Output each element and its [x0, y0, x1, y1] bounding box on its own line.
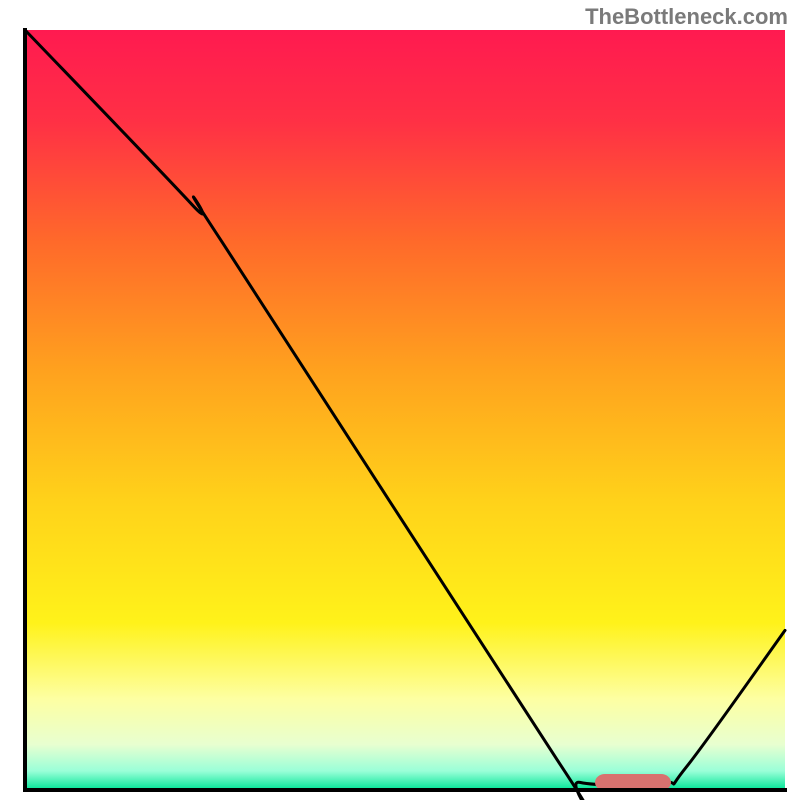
chart-background	[25, 30, 785, 790]
watermark-text: TheBottleneck.com	[585, 4, 788, 30]
chart-container: TheBottleneck.com	[0, 0, 800, 800]
bottleneck-chart	[0, 0, 800, 800]
